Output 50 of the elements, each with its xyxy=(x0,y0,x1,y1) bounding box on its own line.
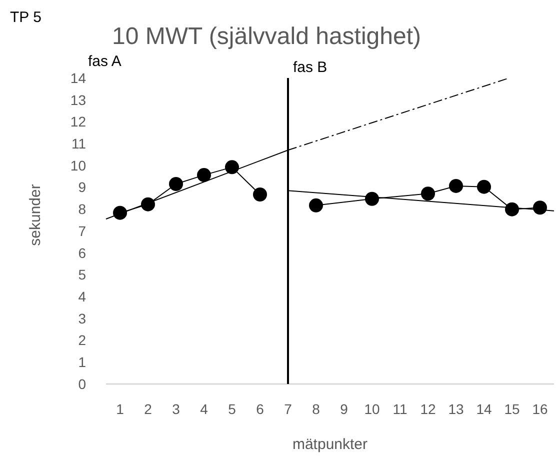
y-tick-label: 2 xyxy=(78,332,86,348)
x-tick-label: 8 xyxy=(312,401,320,417)
x-tick-label: 16 xyxy=(532,401,548,417)
x-axis-title: mätpunkter xyxy=(292,436,368,453)
x-tick-label: 7 xyxy=(284,401,292,417)
x-tick-label: 11 xyxy=(392,401,408,417)
y-tick-label: 7 xyxy=(78,222,86,239)
y-tick-label: 4 xyxy=(78,288,86,304)
point xyxy=(421,186,435,201)
text: fas A xyxy=(88,53,122,70)
x-tick-label: 2 xyxy=(144,401,152,417)
x-tick-label: 12 xyxy=(420,401,436,417)
point xyxy=(533,200,547,215)
y-tick-label: 1 xyxy=(78,354,86,370)
y-tick-label: 8 xyxy=(78,201,86,218)
y-tick-label: 10 xyxy=(70,157,86,174)
x-tick-label: 4 xyxy=(200,401,208,417)
x-tick-label: 1 xyxy=(116,401,124,417)
text: TP 5 xyxy=(10,9,42,26)
text: fas B xyxy=(293,59,328,76)
y-tick-label: 12 xyxy=(70,114,86,130)
x-tick-label: 10 xyxy=(364,401,380,417)
point xyxy=(505,202,519,216)
chart-title: 10 MWT (självvald hastighet) xyxy=(112,23,421,50)
y-tick-label: 0 xyxy=(78,376,86,392)
y-tick-label: 13 xyxy=(70,92,86,108)
point xyxy=(169,177,183,192)
x-tick-label: 3 xyxy=(172,401,180,417)
y-tick-label: 6 xyxy=(78,244,86,261)
point xyxy=(113,206,127,220)
point xyxy=(141,197,155,212)
y-axis-title: sekunder xyxy=(27,184,44,246)
x-tick-label: 14 xyxy=(476,401,492,417)
point xyxy=(365,192,379,206)
y-tick-label: 14 xyxy=(70,70,86,86)
point xyxy=(309,198,323,212)
y-tick-label: 11 xyxy=(71,135,86,152)
point xyxy=(225,160,239,174)
point xyxy=(197,168,211,182)
x-tick-label: 9 xyxy=(340,401,348,417)
y-tick-label: 9 xyxy=(78,179,86,196)
x-tick-label: 13 xyxy=(448,401,464,417)
y-tick-label: 5 xyxy=(78,266,86,283)
x-tick-label: 5 xyxy=(228,401,236,417)
x-tick-label: 15 xyxy=(504,401,520,417)
point xyxy=(253,188,267,202)
y-tick-label: 3 xyxy=(78,310,86,326)
point xyxy=(449,178,463,193)
x-tick-label: 6 xyxy=(256,401,264,417)
point xyxy=(477,180,491,194)
